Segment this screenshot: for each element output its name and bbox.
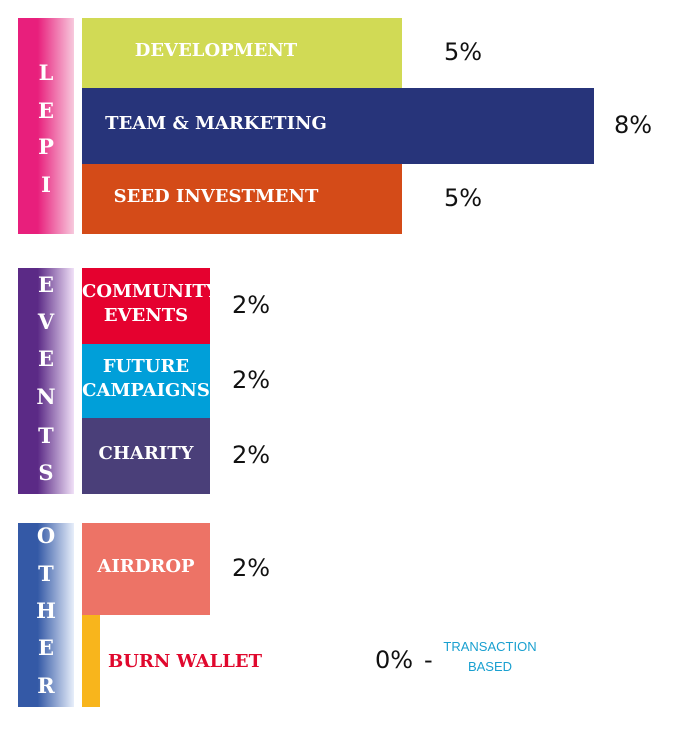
value-label-future-campaigns: 2% <box>232 366 271 394</box>
group-tab-letter: P <box>38 134 54 159</box>
group-tab-letter: E <box>37 346 54 371</box>
value-label-burn-wallet: 0% <box>375 646 414 674</box>
bar-label-line: FUTURE <box>102 356 190 377</box>
value-label-seed-investment: 5% <box>444 184 483 212</box>
group-tab-letter: I <box>41 172 51 197</box>
note-dash: - <box>424 646 433 674</box>
value-label-team-marketing: 8% <box>614 111 653 139</box>
bar-burn-wallet <box>82 615 100 707</box>
bar-label-line: AIRDROP <box>97 556 195 577</box>
bar-label-team-marketing: TEAM & MARKETING <box>66 112 366 136</box>
group-tab-letter: N <box>36 384 56 409</box>
bar-label-future-campaigns: FUTURE CAMPAIGNS <box>82 355 210 403</box>
note-line: BASED <box>467 659 513 674</box>
bar-future-campaigns <box>82 344 210 418</box>
bar-label-community-events: COMMUNITY EVENTS <box>82 280 219 328</box>
bar-team-marketing <box>82 88 594 164</box>
bar-airdrop <box>82 523 210 615</box>
group-tab-letter: T <box>38 423 54 448</box>
bar-community-events <box>82 268 210 344</box>
value-label-airdrop: 2% <box>232 554 271 582</box>
note-burn-wallet: TRANSACTION BASED <box>442 637 538 677</box>
bar-label-line: SEED INVESTMENT <box>113 186 319 207</box>
bar-charity <box>82 418 210 494</box>
group-tab-letter: L <box>38 60 54 85</box>
bar-label-line: TEAM & MARKETING <box>105 113 327 134</box>
bar-label-burn-wallet: BURN WALLET <box>108 651 263 672</box>
group-tab-letter: E <box>37 98 54 123</box>
bar-seed-investment <box>82 164 402 234</box>
bar-label-development: DEVELOPMENT <box>66 39 366 63</box>
group-tab-letter: V <box>37 309 55 334</box>
group-tab-letter: S <box>38 460 54 485</box>
bar-label-seed-investment: SEED INVESTMENT <box>66 185 366 209</box>
group-tab-letter: H <box>36 598 56 623</box>
group-tab-letter: E <box>37 272 54 297</box>
value-label-charity: 2% <box>232 441 271 469</box>
bar-development <box>82 18 402 88</box>
bar-label-line: EVENTS <box>103 305 189 326</box>
value-label-development: 5% <box>444 38 483 66</box>
bar-label-line: COMMUNITY <box>82 281 219 302</box>
group-tab-letter: T <box>38 561 54 586</box>
bar-label-line: CHARITY <box>98 443 194 464</box>
group-tab-letter: E <box>37 635 54 660</box>
group-tab-letter: R <box>37 673 55 698</box>
bar-label-line: CAMPAIGNS <box>82 380 210 401</box>
bar-label-airdrop: AIRDROP <box>82 555 210 579</box>
bar-label-line: DEVELOPMENT <box>134 40 298 61</box>
group-tab-letter: O <box>36 523 56 548</box>
bar-label-charity: CHARITY <box>82 442 210 466</box>
note-line: TRANSACTION <box>443 639 537 654</box>
value-label-community-events: 2% <box>232 291 271 319</box>
